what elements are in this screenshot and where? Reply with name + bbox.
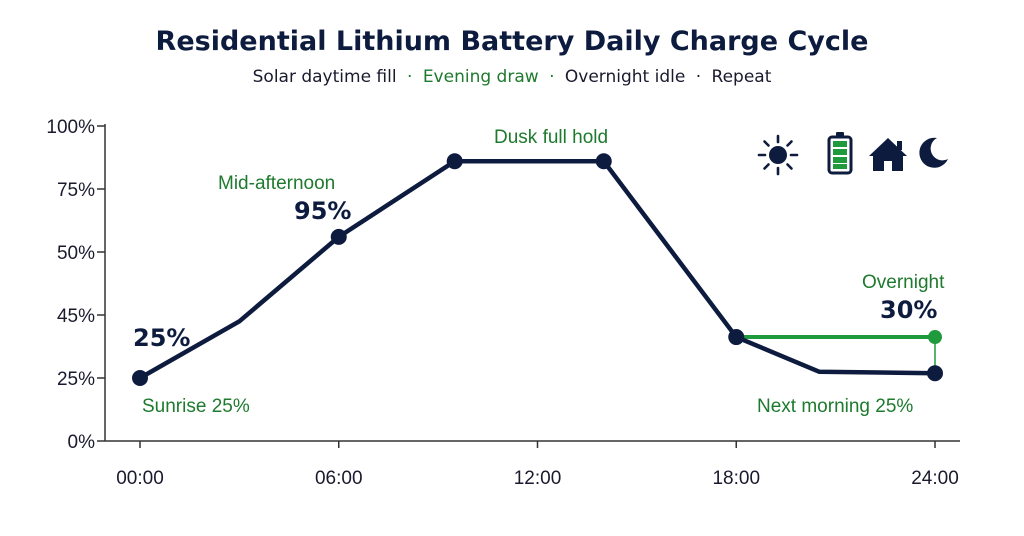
moon-icon [919,137,948,168]
subtitle-separator: · [696,67,701,87]
data-point [330,228,347,245]
x-tick-label: 00:00 [116,468,164,489]
start-value-label: 25% [133,324,190,352]
icon-row [757,132,948,176]
data-point [132,370,148,386]
subtitle-part-repeat: Repeat [712,67,772,87]
y-tick-label: 25% [57,369,95,390]
dusk-label: Dusk full hold [494,127,608,148]
overnight-data-point [928,330,942,345]
marker-layer [132,153,943,386]
annotations: 25% Sunrise 25% Mid-afternoon 95% Dusk f… [133,127,945,417]
y-tick-label: 75% [57,180,95,201]
chart-subtitle: Solar daytime fill · Evening draw · Over… [253,67,772,87]
subtitle-separator: · [407,67,412,87]
overnight-label: Overnight [862,272,945,293]
x-tick-label: 12:00 [514,468,562,489]
sunrise-label: Sunrise 25% [142,396,250,417]
chart-title: Residential Lithium Battery Daily Charge… [156,26,869,57]
next-morning-label: Next morning 25% [757,396,913,417]
subtitle-part-evening: Evening draw [423,67,539,87]
house-icon [869,138,907,171]
overnight-value: 30% [880,296,937,324]
data-point [595,153,612,170]
subtitle-separator: · [549,67,554,87]
data-point [927,365,943,382]
mid-afternoon-label: Mid-afternoon [218,173,335,194]
sun-icon [757,134,799,176]
axes: 0% 25% 45% 50% 75% 100% 00:00 06:00 12:00 18:00 24… [46,117,960,489]
y-tick-label: 50% [57,243,95,264]
y-tick-label: 0% [68,432,96,453]
x-tick-label: 06:00 [315,468,363,489]
x-tick-label: 18:00 [712,468,760,489]
data-point [446,153,463,170]
charge-line [137,159,938,381]
subtitle-part-solar: Solar daytime fill [253,67,397,87]
y-tick-label: 45% [57,306,95,327]
y-tick-label: 100% [46,117,95,138]
battery-icon [827,132,853,175]
x-tick-label: 24:00 [911,468,959,489]
subtitle-part-overnight: Overnight idle [565,67,685,87]
data-point [728,329,745,346]
mid-afternoon-value: 95% [294,197,351,225]
